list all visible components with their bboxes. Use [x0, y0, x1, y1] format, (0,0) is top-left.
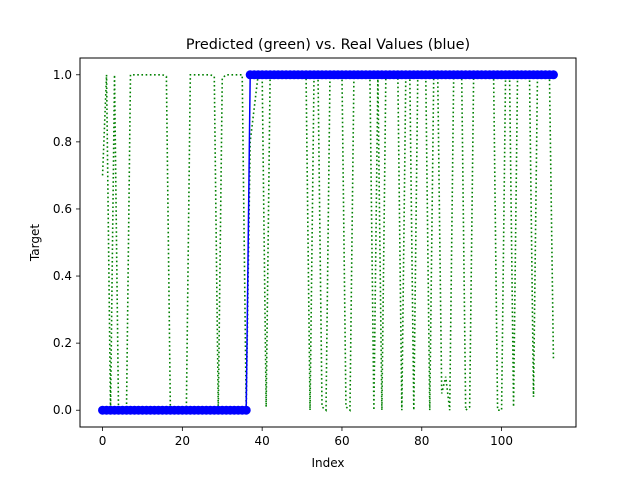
y-tick-label: 0.6 — [53, 202, 72, 216]
y-tick-label: 0.2 — [53, 336, 72, 350]
y-axis-label: Target — [28, 224, 42, 262]
chart-title: Predicted (green) vs. Real Values (blue) — [186, 37, 470, 53]
x-tick-label: 60 — [334, 434, 349, 448]
x-axis-label: Index — [311, 456, 344, 470]
real-point — [241, 405, 251, 415]
y-tick-label: 0.0 — [53, 403, 72, 417]
y-tick-label: 1.0 — [53, 68, 72, 82]
x-tick-label: 20 — [175, 434, 190, 448]
y-axis-ticks: 0.0 0.2 0.4 0.6 0.8 1.0 — [53, 68, 80, 417]
axes-frame — [79, 57, 577, 428]
x-tick-label: 0 — [99, 434, 107, 448]
x-tick-label: 40 — [255, 434, 270, 448]
plot-area — [79, 57, 577, 428]
x-tick-label: 100 — [490, 434, 513, 448]
x-tick-label: 80 — [414, 434, 429, 448]
real-point — [548, 70, 558, 80]
y-tick-label: 0.4 — [53, 269, 72, 283]
y-tick-label: 0.8 — [53, 135, 72, 149]
x-axis-ticks: 0 20 40 60 80 100 — [99, 427, 513, 448]
predicted-series-line — [101, 73, 555, 412]
series-layer — [98, 70, 558, 415]
